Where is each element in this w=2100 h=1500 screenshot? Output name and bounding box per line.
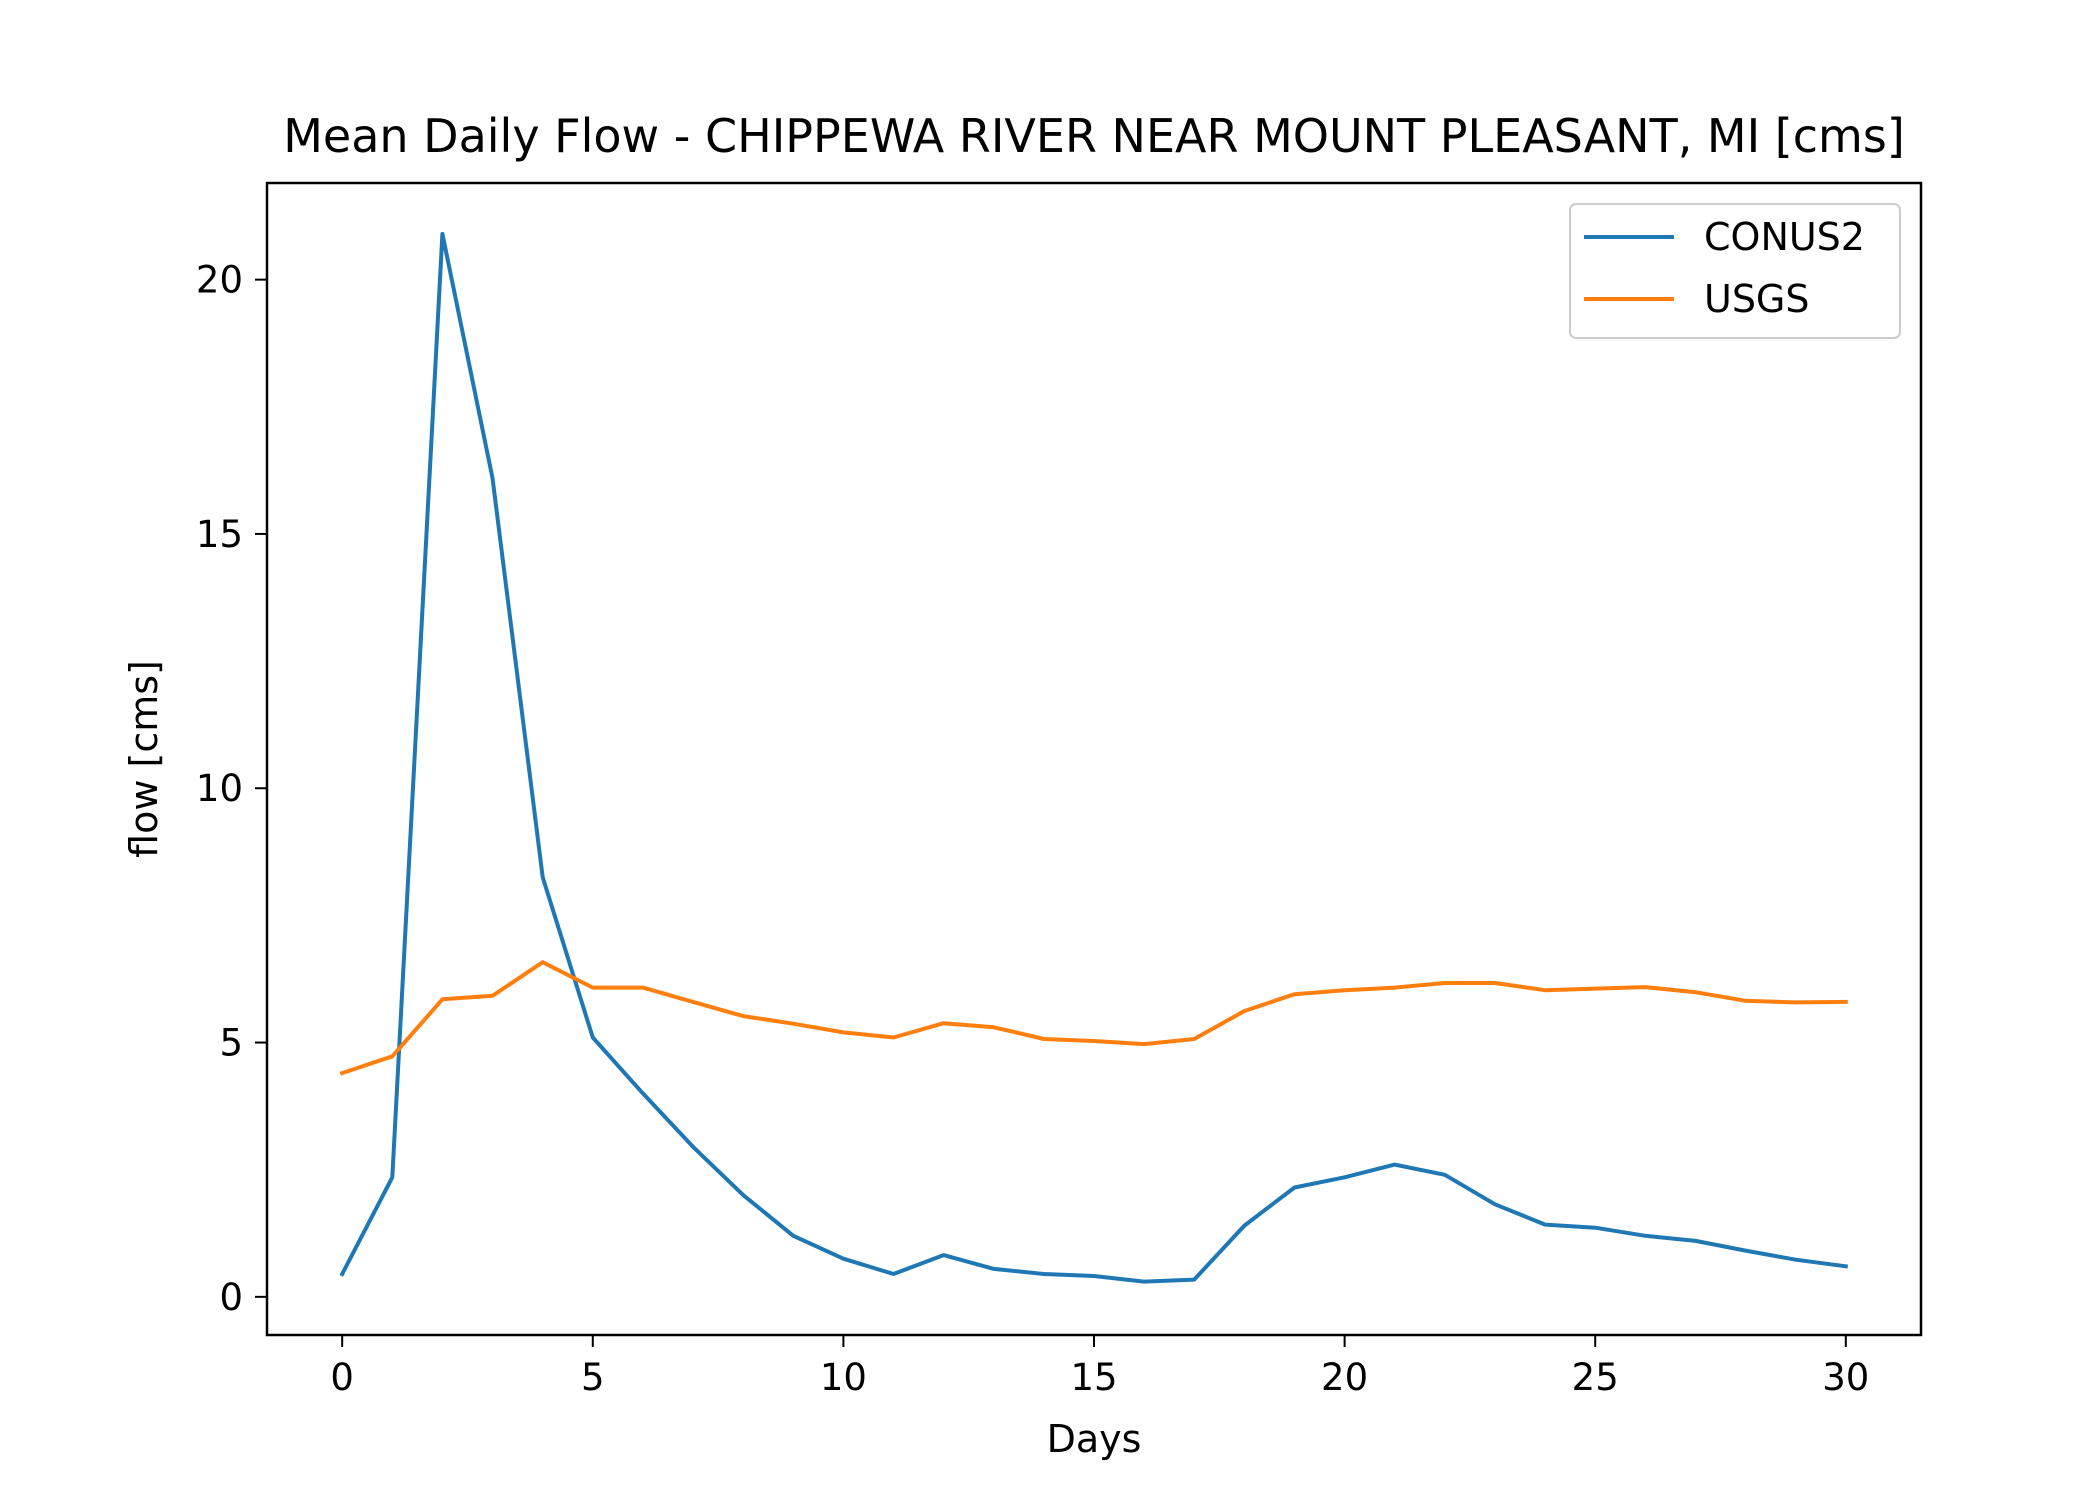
x-axis: 0 5 10 15 20 25 30 [330,1335,1869,1399]
series-line-conus2 [339,231,1849,1284]
x-tick-label: 10 [820,1356,867,1399]
y-tick-label: 0 [219,1276,243,1319]
plot-frame [265,181,1923,1337]
y-axis-label: flow [cms] [122,660,166,858]
x-tick-label: 25 [1572,1356,1619,1399]
x-tick-label: 15 [1070,1356,1117,1399]
y-tick-label: 15 [196,513,243,556]
y-tick-label: 10 [196,767,243,810]
series-layer [339,231,1849,1284]
x-tick-label: 30 [1822,1356,1869,1399]
x-tick-label: 20 [1321,1356,1368,1399]
chart-title: Mean Daily Flow - CHIPPEWA RIVER NEAR MO… [283,109,1905,163]
x-axis-label: Days [1047,1417,1142,1461]
y-tick-label: 20 [196,259,243,302]
legend-label-usgs: USGS [1704,277,1810,321]
x-tick-label: 5 [581,1356,605,1399]
legend-label-conus2: CONUS2 [1704,215,1865,259]
series-line-usgs [339,960,1848,1076]
y-tick-label: 5 [219,1022,243,1065]
y-axis: 0 5 10 15 20 [196,259,267,1319]
x-tick-label: 0 [330,1356,354,1399]
legend: CONUS2 USGS [1569,203,1901,339]
